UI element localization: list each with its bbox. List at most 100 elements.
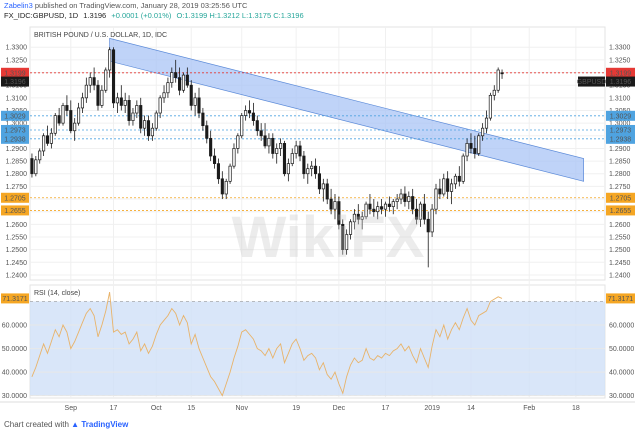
candle-down xyxy=(30,153,34,178)
price-label-right xyxy=(606,76,635,87)
candle-up xyxy=(306,163,310,184)
candle-up xyxy=(170,67,174,88)
candle-up xyxy=(286,158,290,182)
candle-up xyxy=(345,229,349,255)
candle-down xyxy=(197,87,201,119)
candle-down xyxy=(189,80,193,111)
candle-down xyxy=(457,166,461,187)
price-tick-label: 1.2500 xyxy=(609,247,631,254)
candle-up xyxy=(442,173,446,197)
candle-down xyxy=(314,158,318,179)
candle-body xyxy=(162,92,166,99)
candle-body xyxy=(236,135,240,149)
candle-up xyxy=(228,163,232,184)
price-tick-label: 1.3300 xyxy=(609,45,631,52)
candle-up xyxy=(407,191,411,210)
price-change: +0.0001 (+0.01%) xyxy=(111,11,172,20)
candle-down xyxy=(282,140,287,177)
candle-down xyxy=(178,67,182,96)
candle-down xyxy=(127,95,131,126)
price-label-left xyxy=(1,110,29,121)
candle-body xyxy=(352,213,356,223)
price-label-right-text: 1.2705 xyxy=(610,195,632,202)
candle-up xyxy=(42,133,46,157)
candle-down xyxy=(139,97,143,134)
candle-body xyxy=(259,130,263,137)
candle-body xyxy=(255,120,259,132)
candle-down xyxy=(298,140,302,162)
candle-up xyxy=(294,140,298,159)
price-label-right-text: 1.2973 xyxy=(610,127,632,134)
candle-up xyxy=(383,201,388,217)
candle-up xyxy=(150,123,154,141)
candle-down xyxy=(247,100,252,119)
candle-body xyxy=(294,145,298,154)
price-label-right xyxy=(606,124,635,135)
candle-body xyxy=(271,137,275,154)
candle-down xyxy=(329,188,333,215)
candle-down xyxy=(446,171,450,200)
candle-body xyxy=(185,74,189,86)
candle-body xyxy=(232,148,236,167)
candle-body xyxy=(127,100,131,121)
price-tick-label: 1.3100 xyxy=(609,95,631,102)
candle-down xyxy=(205,120,209,144)
candle-up xyxy=(77,102,81,126)
rsi-tick-label: 40.0000 xyxy=(609,370,634,377)
price-label-right xyxy=(606,67,635,78)
candle-up xyxy=(333,193,337,220)
rsi-tick-label-left: 50.0000 xyxy=(2,346,27,353)
price-tick-label: 1.2450 xyxy=(609,260,631,267)
candle-up xyxy=(193,92,197,116)
candle-down xyxy=(500,69,504,79)
footer-brand[interactable]: TradingView xyxy=(81,420,129,429)
candle-body xyxy=(77,107,81,124)
publisher-name[interactable]: Zabelin3 xyxy=(4,1,33,10)
price-chart-title: BRITISH POUND / U.S. DOLLAR, 1D, IDC xyxy=(34,32,167,39)
candle-down xyxy=(201,107,205,131)
symbol-info: FX_IDC:GBPUSD, 1D 1.3196 +0.0001 (+0.01%… xyxy=(4,11,307,20)
publish-info: Zabelin3 published on TradingView.com, J… xyxy=(4,1,247,10)
candle-up xyxy=(453,173,457,189)
candle-down xyxy=(119,85,123,111)
price-label-right xyxy=(606,133,635,144)
candle-body xyxy=(360,216,364,220)
candle-down xyxy=(356,204,360,225)
tradingview-logo-icon[interactable]: ▲ xyxy=(71,420,80,429)
price-tick-label-left: 1.2550 xyxy=(6,234,28,241)
candle-body xyxy=(418,203,423,220)
candle-body xyxy=(484,117,489,129)
candle-body xyxy=(387,203,391,207)
price-tick-label: 1.2850 xyxy=(609,159,631,166)
candle-body xyxy=(174,72,178,78)
candle-body xyxy=(321,183,325,190)
candle-down xyxy=(403,186,407,207)
price-tick-label-left: 1.3100 xyxy=(6,95,28,102)
candle-up xyxy=(115,92,119,114)
candle-body xyxy=(197,97,201,114)
candle-body xyxy=(216,163,220,180)
candle-up xyxy=(267,133,271,154)
candle-body xyxy=(104,69,108,91)
candle-body xyxy=(356,213,360,220)
candle-body xyxy=(111,49,116,104)
time-tick-label: 17 xyxy=(382,405,390,412)
candle-up xyxy=(224,178,228,200)
candle-body xyxy=(220,178,224,195)
price-tick-label-left: 1.2400 xyxy=(6,272,28,279)
candle-body xyxy=(84,84,88,99)
candle-body xyxy=(411,196,415,210)
candle-body xyxy=(154,112,158,129)
candle-up xyxy=(484,110,489,134)
candle-down xyxy=(337,196,341,230)
candle-body xyxy=(279,143,283,149)
candle-down xyxy=(69,100,73,134)
candle-up xyxy=(88,72,92,93)
candle-down xyxy=(438,178,442,200)
candle-up xyxy=(131,107,135,126)
rsi-tick-label-left: 40.0000 xyxy=(2,370,27,377)
price-tick-label: 1.2600 xyxy=(609,222,631,229)
rsi-tick-label: 50.0000 xyxy=(609,346,634,353)
candle-body xyxy=(449,183,454,192)
chart-canvas[interactable]: 1.33001.33001.32501.32501.32001.32001.31… xyxy=(0,22,635,420)
